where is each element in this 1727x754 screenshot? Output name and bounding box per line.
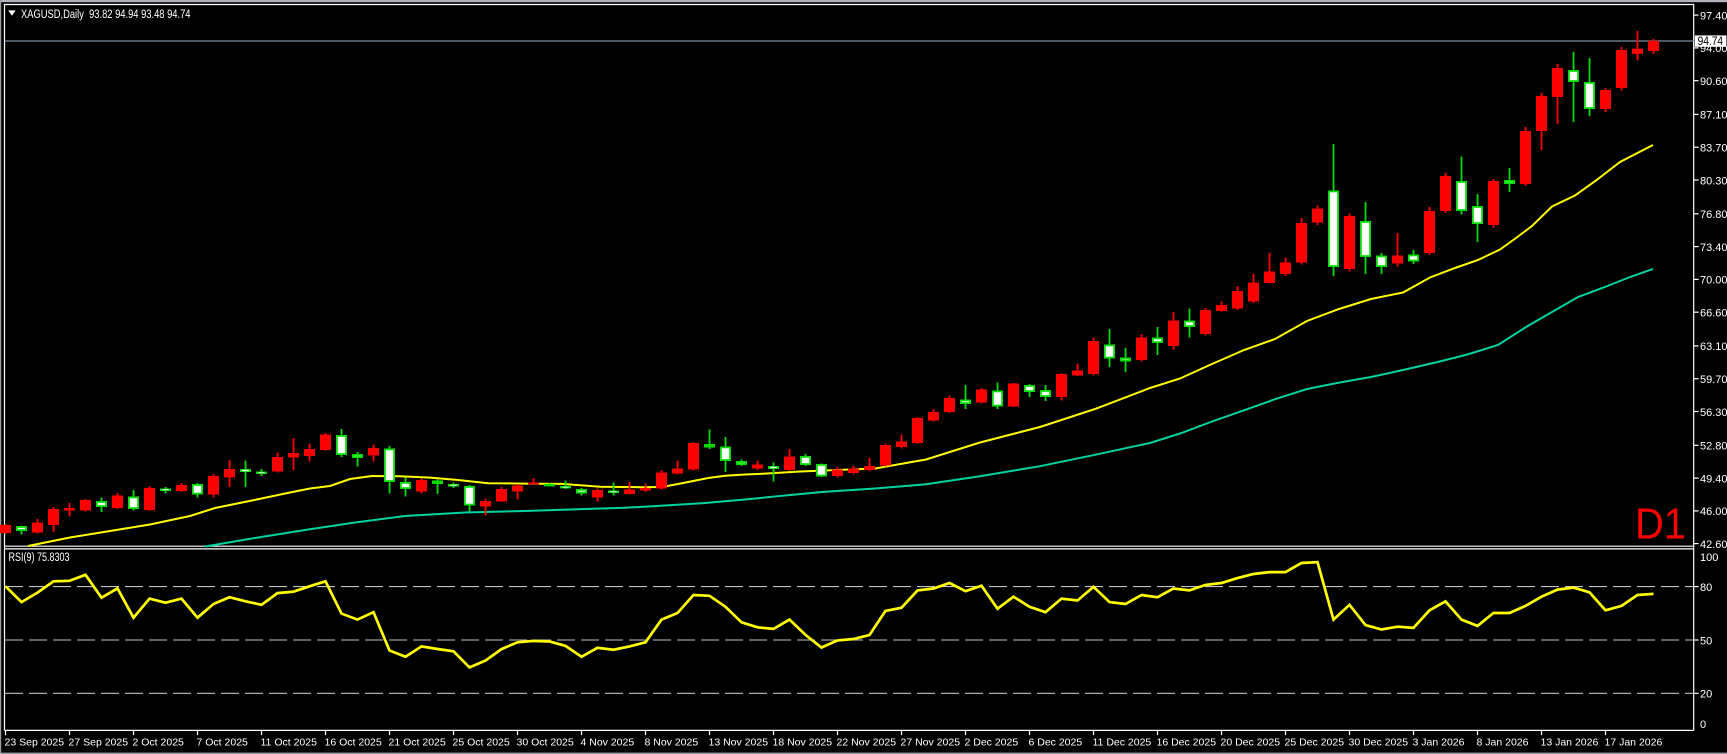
svg-text:70.00: 70.00 — [1700, 275, 1727, 287]
svg-text:18 Nov 2025: 18 Nov 2025 — [773, 737, 833, 749]
svg-text:8 Nov 2025: 8 Nov 2025 — [645, 737, 699, 749]
svg-text:3 Jan 2026: 3 Jan 2026 — [1413, 737, 1465, 749]
svg-text:83.70: 83.70 — [1700, 143, 1727, 155]
svg-text:80: 80 — [1700, 582, 1712, 594]
svg-text:63.10: 63.10 — [1700, 341, 1727, 353]
svg-text:20: 20 — [1700, 689, 1712, 701]
svg-text:46.00: 46.00 — [1700, 506, 1727, 518]
svg-text:59.70: 59.70 — [1700, 374, 1727, 386]
svg-text:30 Dec 2025: 30 Dec 2025 — [1349, 737, 1409, 749]
svg-text:90.60: 90.60 — [1700, 76, 1727, 88]
svg-text:13 Nov 2025: 13 Nov 2025 — [709, 737, 769, 749]
svg-text:42.60: 42.60 — [1700, 539, 1727, 551]
svg-text:52.80: 52.80 — [1700, 441, 1727, 453]
svg-text:11 Dec 2025: 11 Dec 2025 — [1093, 737, 1152, 749]
svg-text:RSI(9) 75.8303: RSI(9) 75.8303 — [9, 550, 70, 564]
svg-text:80.30: 80.30 — [1700, 175, 1727, 187]
svg-text:7 Oct 2025: 7 Oct 2025 — [197, 737, 249, 749]
svg-text:D1: D1 — [1635, 500, 1686, 549]
svg-text:27 Nov 2025: 27 Nov 2025 — [901, 737, 961, 749]
svg-text:100: 100 — [1700, 552, 1718, 564]
svg-text:27 Sep 2025: 27 Sep 2025 — [69, 737, 129, 749]
svg-text:66.60: 66.60 — [1700, 308, 1727, 320]
svg-text:76.80: 76.80 — [1700, 209, 1727, 221]
svg-text:13 Jan 2026: 13 Jan 2026 — [1541, 737, 1599, 749]
svg-text:4 Nov 2025: 4 Nov 2025 — [581, 737, 635, 749]
svg-text:21 Oct 2025: 21 Oct 2025 — [389, 737, 446, 749]
svg-text:56.30: 56.30 — [1700, 407, 1727, 419]
svg-text:50: 50 — [1700, 635, 1712, 647]
svg-text:8 Jan 2026: 8 Jan 2026 — [1477, 737, 1529, 749]
svg-text:6 Dec 2025: 6 Dec 2025 — [1029, 737, 1083, 749]
svg-text:73.40: 73.40 — [1700, 242, 1727, 254]
svg-text:17 Jan 2026: 17 Jan 2026 — [1605, 737, 1663, 749]
svg-text:XAGUSD,Daily 93.82 94.94 93.4: XAGUSD,Daily 93.82 94.94 93.48 94.74 — [21, 7, 191, 21]
svg-text:11 Oct 2025: 11 Oct 2025 — [261, 737, 318, 749]
svg-text:22 Nov 2025: 22 Nov 2025 — [837, 737, 897, 749]
svg-text:2 Dec 2025: 2 Dec 2025 — [965, 737, 1019, 749]
svg-text:97.40: 97.40 — [1700, 10, 1727, 22]
svg-text:16 Dec 2025: 16 Dec 2025 — [1157, 737, 1217, 749]
svg-text:0: 0 — [1700, 719, 1706, 731]
svg-text:30 Oct 2025: 30 Oct 2025 — [517, 737, 574, 749]
svg-text:20 Dec 2025: 20 Dec 2025 — [1221, 737, 1281, 749]
svg-text:25 Oct 2025: 25 Oct 2025 — [453, 737, 510, 749]
svg-text:2 Oct 2025: 2 Oct 2025 — [133, 737, 185, 749]
svg-text:16 Oct 2025: 16 Oct 2025 — [325, 737, 382, 749]
svg-text:94.74: 94.74 — [1698, 34, 1724, 48]
svg-text:87.10: 87.10 — [1700, 110, 1727, 122]
svg-text:49.40: 49.40 — [1700, 473, 1727, 485]
svg-text:23 Sep 2025: 23 Sep 2025 — [5, 737, 65, 749]
svg-text:25 Dec 2025: 25 Dec 2025 — [1285, 737, 1345, 749]
